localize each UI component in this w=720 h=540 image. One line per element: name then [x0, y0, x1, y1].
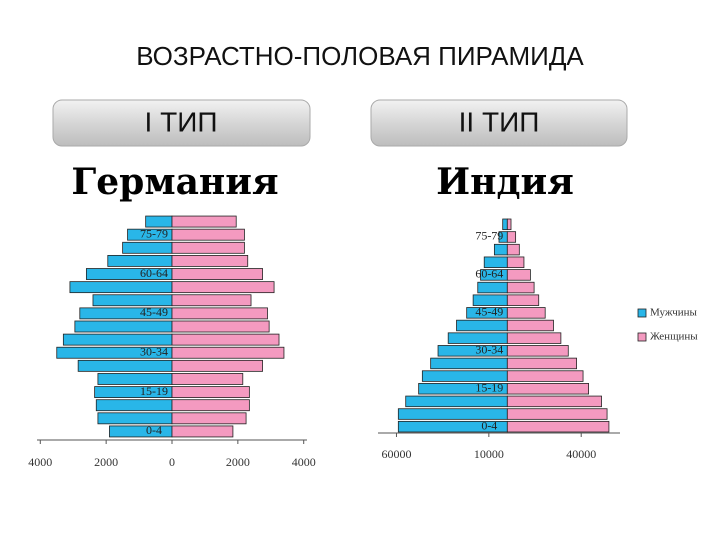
bar — [122, 241, 173, 254]
chart-type-label: I ТИП — [145, 106, 218, 137]
bar — [506, 218, 512, 231]
bar — [171, 425, 234, 438]
bar — [97, 373, 173, 385]
bar — [171, 215, 237, 228]
bar — [171, 399, 250, 412]
age-label: 0-4 — [481, 418, 497, 432]
type-button — [52, 99, 311, 147]
bar — [506, 345, 569, 357]
bar — [107, 255, 173, 267]
bar — [506, 383, 589, 395]
bar — [506, 357, 577, 370]
slide-title: ВОЗРАСТНО-ПОЛОВАЯ ПИРАМИДА — [136, 41, 584, 71]
x-tick-label: 4000 — [28, 455, 52, 469]
bar — [171, 373, 244, 385]
age-label: 75-79 — [475, 229, 503, 243]
bar — [502, 218, 508, 231]
bar — [171, 268, 263, 280]
bar — [506, 256, 525, 268]
bar — [477, 281, 508, 294]
x-tick-label: 2000 — [94, 455, 118, 469]
legend-swatch — [637, 332, 647, 342]
bar — [171, 228, 245, 241]
bar — [493, 243, 508, 256]
age-label: 60-64 — [140, 266, 168, 280]
legend-swatch — [637, 308, 647, 318]
bar — [171, 241, 245, 254]
bar — [171, 333, 280, 346]
bar — [171, 307, 268, 320]
bar — [430, 357, 508, 370]
age-label: 45-49 — [140, 305, 168, 319]
bar — [171, 281, 275, 294]
bar — [506, 294, 540, 306]
bar — [77, 359, 173, 372]
bar — [97, 412, 173, 425]
bar — [171, 346, 285, 359]
bar — [171, 412, 247, 425]
bar — [171, 255, 249, 267]
age-label: 30-34 — [475, 343, 503, 357]
bar — [506, 370, 584, 382]
age-label: 15-19 — [475, 380, 503, 394]
legend-label: Женщины — [650, 331, 698, 343]
legend-label: Мужчины — [650, 307, 697, 319]
x-tick-label: 40000 — [566, 447, 596, 461]
x-tick-label: 4000 — [292, 455, 316, 469]
age-label: 45-49 — [475, 305, 503, 319]
bar — [506, 269, 531, 281]
bar — [506, 319, 554, 332]
bar — [171, 386, 250, 398]
bar — [456, 319, 508, 332]
bar — [506, 231, 517, 243]
bar — [506, 332, 562, 344]
type-button — [370, 99, 628, 147]
x-tick-label: 2000 — [226, 455, 250, 469]
bar — [405, 395, 508, 408]
chart-title: Германия — [71, 161, 278, 203]
bar — [109, 425, 173, 438]
age-label: 60-64 — [475, 267, 503, 281]
bar — [145, 215, 173, 228]
x-tick-label: 10000 — [474, 447, 504, 461]
chart-type-label: II ТИП — [459, 106, 540, 137]
bar — [69, 281, 173, 294]
age-label: 15-19 — [140, 384, 168, 398]
bar — [506, 281, 535, 294]
bar — [171, 359, 263, 372]
age-label: 30-34 — [140, 344, 168, 358]
bar — [506, 420, 610, 433]
bar — [506, 307, 546, 319]
bar — [506, 408, 608, 420]
x-tick-label: 0 — [169, 455, 175, 469]
bar — [506, 243, 520, 256]
bar — [62, 333, 173, 346]
age-label: 0-4 — [146, 423, 162, 437]
bar — [95, 399, 173, 412]
x-tick-label: 60000 — [381, 447, 411, 461]
bar — [506, 395, 602, 408]
bar — [171, 294, 252, 307]
bar — [92, 294, 173, 307]
chart-title: Индия — [436, 161, 574, 203]
bar — [171, 320, 270, 333]
age-label: 75-79 — [140, 226, 168, 240]
bar — [74, 320, 173, 333]
